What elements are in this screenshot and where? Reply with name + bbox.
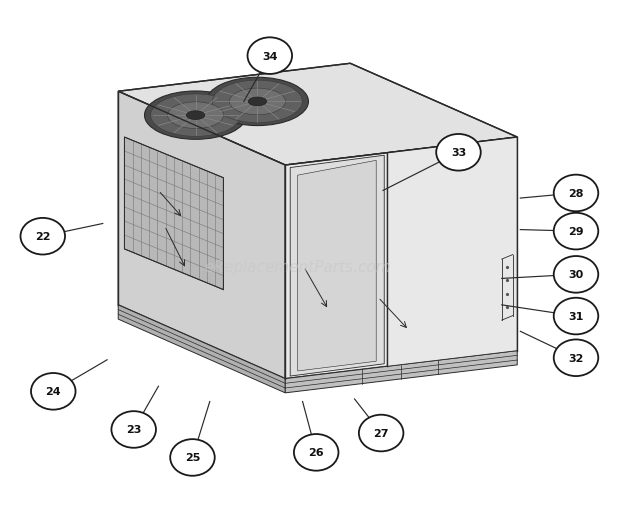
Polygon shape <box>118 92 285 379</box>
Circle shape <box>170 439 215 476</box>
Text: 34: 34 <box>262 51 278 62</box>
Polygon shape <box>290 156 384 376</box>
Circle shape <box>31 373 76 410</box>
Text: 32: 32 <box>569 353 583 363</box>
Polygon shape <box>388 138 517 366</box>
Text: 29: 29 <box>568 227 584 237</box>
Circle shape <box>436 135 480 171</box>
Circle shape <box>554 340 598 376</box>
Polygon shape <box>285 351 517 393</box>
Text: 31: 31 <box>569 312 583 321</box>
Text: 30: 30 <box>569 270 583 280</box>
Circle shape <box>112 411 156 448</box>
Polygon shape <box>298 161 376 371</box>
Circle shape <box>359 415 404 451</box>
Polygon shape <box>125 138 223 290</box>
Ellipse shape <box>144 92 247 140</box>
Text: 26: 26 <box>308 447 324 458</box>
Text: 33: 33 <box>451 148 466 158</box>
Polygon shape <box>118 64 517 165</box>
Ellipse shape <box>167 103 224 129</box>
Ellipse shape <box>213 81 303 124</box>
Circle shape <box>554 298 598 335</box>
Text: 25: 25 <box>185 453 200 463</box>
Text: 24: 24 <box>45 386 61 397</box>
Ellipse shape <box>229 89 285 116</box>
Text: eReplacementParts.com: eReplacementParts.com <box>205 260 391 275</box>
Ellipse shape <box>187 111 205 120</box>
Ellipse shape <box>151 95 241 137</box>
Circle shape <box>20 218 65 255</box>
Text: 28: 28 <box>569 189 584 199</box>
Polygon shape <box>285 138 517 379</box>
Ellipse shape <box>206 78 309 126</box>
Circle shape <box>247 38 292 75</box>
Text: 27: 27 <box>373 428 389 438</box>
Ellipse shape <box>248 98 267 106</box>
Text: 22: 22 <box>35 232 50 242</box>
Text: 23: 23 <box>126 425 141 435</box>
Circle shape <box>554 257 598 293</box>
Circle shape <box>554 175 598 212</box>
Polygon shape <box>118 305 285 393</box>
Circle shape <box>294 434 339 471</box>
Circle shape <box>554 213 598 250</box>
